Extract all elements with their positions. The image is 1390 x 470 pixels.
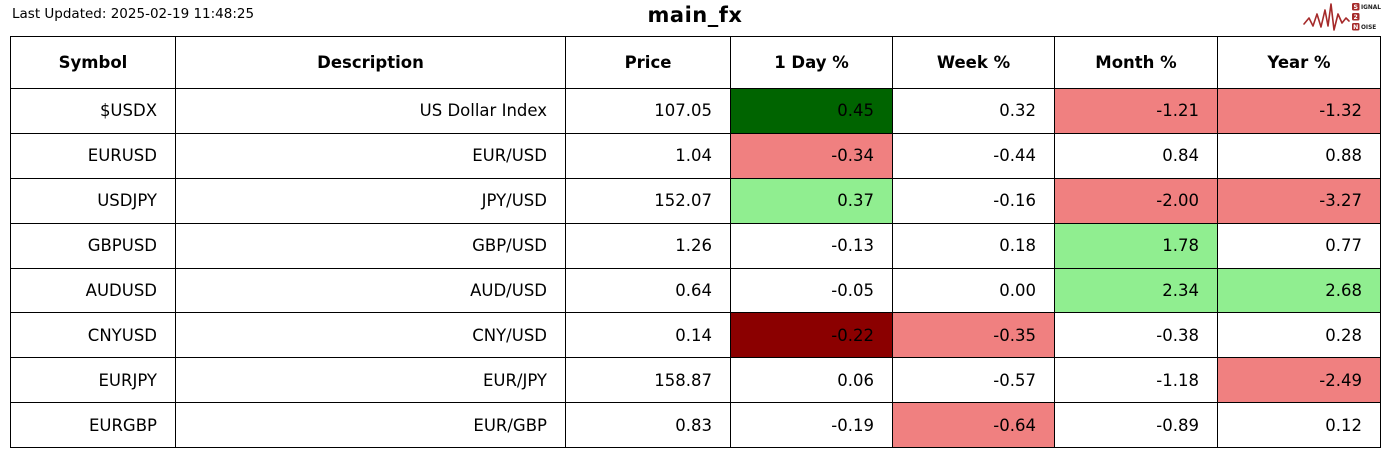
year-pct-cell: 0.12 bbox=[1217, 402, 1381, 449]
table-row: EURGBP EUR/GBP 0.83 -0.19 -0.64 -0.89 0.12 bbox=[10, 402, 1381, 449]
month-pct-cell: -0.38 bbox=[1054, 312, 1218, 359]
table-row: $USDX US Dollar Index 107.05 0.45 0.32 -1.21-… bbox=[10, 88, 1381, 134]
column-header-year-pct: Year % bbox=[1217, 36, 1381, 89]
week-pct-cell: -0.64 bbox=[892, 402, 1055, 449]
year-pct-cell: 2.68 bbox=[1217, 267, 1381, 314]
week-pct-cell: -0.44 bbox=[892, 132, 1055, 179]
description-cell: EUR/JPY bbox=[175, 357, 566, 404]
symbol-cell: USDJPY bbox=[10, 177, 176, 224]
table-row: USDJPY JPY/USD 152.07 0.37 -0.16 -2.00 -3.27 bbox=[10, 177, 1381, 224]
table-row: GBPUSD GBP/USD 1.26 -0.13 0.18 1.78 0.77 bbox=[10, 222, 1381, 269]
symbol-cell: GBPUSD bbox=[10, 222, 176, 269]
week-pct-cell: -0.16 bbox=[892, 177, 1055, 224]
column-header-price: Price bbox=[565, 36, 731, 89]
year-pct-cell: -3.27 bbox=[1217, 177, 1381, 224]
year-pct-cell: 0.77 bbox=[1217, 222, 1381, 269]
day-pct-cell: -0.19 bbox=[730, 402, 893, 449]
symbol-cell: EURUSD bbox=[10, 132, 176, 179]
column-header-week-pct: Week % bbox=[892, 36, 1055, 89]
year-pct-cell: -2.49 bbox=[1217, 357, 1381, 404]
logo-box-letter-2: N bbox=[1353, 24, 1358, 31]
table-row: CNYUSD CNY/USD 0.14 -0.22 -0.35 -0.38 0.28 bbox=[10, 312, 1381, 359]
description-cell: EUR/GBP bbox=[175, 402, 566, 449]
symbol-cell: CNYUSD bbox=[10, 312, 176, 359]
price-cell: 107.05 bbox=[565, 88, 731, 134]
month-pct-cell: -1.18 bbox=[1054, 357, 1218, 404]
day-pct-cell: 0.37 bbox=[730, 177, 893, 224]
column-header-month-pct: Month % bbox=[1054, 36, 1218, 89]
price-cell: 1.26 bbox=[565, 222, 731, 269]
fx-table: Symbol Description Price 1 Day % Week % … bbox=[10, 36, 1381, 449]
month-pct-cell: 0.84 bbox=[1054, 132, 1218, 179]
month-pct-cell: -0.89 bbox=[1054, 402, 1218, 449]
header-row: Symbol Description Price 1 Day % Week % … bbox=[10, 36, 1381, 89]
column-header-description: Description bbox=[175, 36, 566, 89]
logo-box-letter-0: S bbox=[1353, 4, 1357, 11]
description-cell: AUD/USD bbox=[175, 267, 566, 314]
table-row: EURUSD EUR/USD 1.04 -0.34 -0.44 0.84 0.88 bbox=[10, 132, 1381, 179]
logo-word-rest-2: OISE bbox=[1361, 25, 1376, 31]
price-cell: 0.83 bbox=[565, 402, 731, 449]
day-pct-cell: -0.34 bbox=[730, 132, 893, 179]
logo-box-letter-1: 2 bbox=[1354, 14, 1358, 21]
year-pct-cell: 0.28 bbox=[1217, 312, 1381, 359]
day-pct-cell: -0.05 bbox=[730, 267, 893, 314]
column-header-symbol: Symbol bbox=[10, 36, 176, 89]
day-pct-cell: -0.13 bbox=[730, 222, 893, 269]
day-pct-cell: -0.22 bbox=[730, 312, 893, 359]
week-pct-cell: 0.32 bbox=[892, 88, 1055, 134]
fx-table-body: $USDX US Dollar Index 107.05 0.45 0.32 -1.21-… bbox=[10, 88, 1381, 449]
symbol-cell: EURJPY bbox=[10, 357, 176, 404]
table-row: EURJPY EUR/JPY 158.87 0.06 -0.57 -1.18 -2.49 bbox=[10, 357, 1381, 404]
description-cell: CNY/USD bbox=[175, 312, 566, 359]
week-pct-cell: -0.57 bbox=[892, 357, 1055, 404]
price-cell: 152.07 bbox=[565, 177, 731, 224]
table-row: AUDUSD AUD/USD 0.64 -0.05 0.00 2.34 2.68 bbox=[10, 267, 1381, 314]
week-pct-cell: -0.35 bbox=[892, 312, 1055, 359]
month-pct-cell: 1.78 bbox=[1054, 222, 1218, 269]
column-header-1day-pct: 1 Day % bbox=[730, 36, 893, 89]
description-cell: JPY/USD bbox=[175, 177, 566, 224]
price-cell: 1.04 bbox=[565, 132, 731, 179]
day-pct-cell: 0.45 bbox=[730, 88, 893, 134]
month-pct-cell: 2.34 bbox=[1054, 267, 1218, 314]
symbol-cell: $USDX bbox=[10, 88, 176, 134]
price-cell: 0.64 bbox=[565, 267, 731, 314]
logo-word-rest-0: IGNAL bbox=[1361, 5, 1381, 11]
page-title: main_fx bbox=[647, 3, 743, 27]
last-updated-text: Last Updated: 2025-02-19 11:48:25 bbox=[12, 6, 255, 22]
description-cell: US Dollar Index bbox=[175, 88, 566, 134]
waveform-icon bbox=[1303, 3, 1350, 31]
description-cell: GBP/USD bbox=[175, 222, 566, 269]
year-pct-cell: -1.32 bbox=[1217, 88, 1381, 134]
month-pct-cell: -2.00 bbox=[1054, 177, 1218, 224]
day-pct-cell: 0.06 bbox=[730, 357, 893, 404]
year-pct-cell: 0.88 bbox=[1217, 132, 1381, 179]
symbol-cell: AUDUSD bbox=[10, 267, 176, 314]
signal2noise-logo: S IGNAL 2 N OISE bbox=[1303, 3, 1381, 31]
price-cell: 158.87 bbox=[565, 357, 731, 404]
month-pct-cell: -1.21 bbox=[1054, 88, 1218, 134]
description-cell: EUR/USD bbox=[175, 132, 566, 179]
week-pct-cell: 0.00 bbox=[892, 267, 1055, 314]
price-cell: 0.14 bbox=[565, 312, 731, 359]
week-pct-cell: 0.18 bbox=[892, 222, 1055, 269]
symbol-cell: EURGBP bbox=[10, 402, 176, 449]
